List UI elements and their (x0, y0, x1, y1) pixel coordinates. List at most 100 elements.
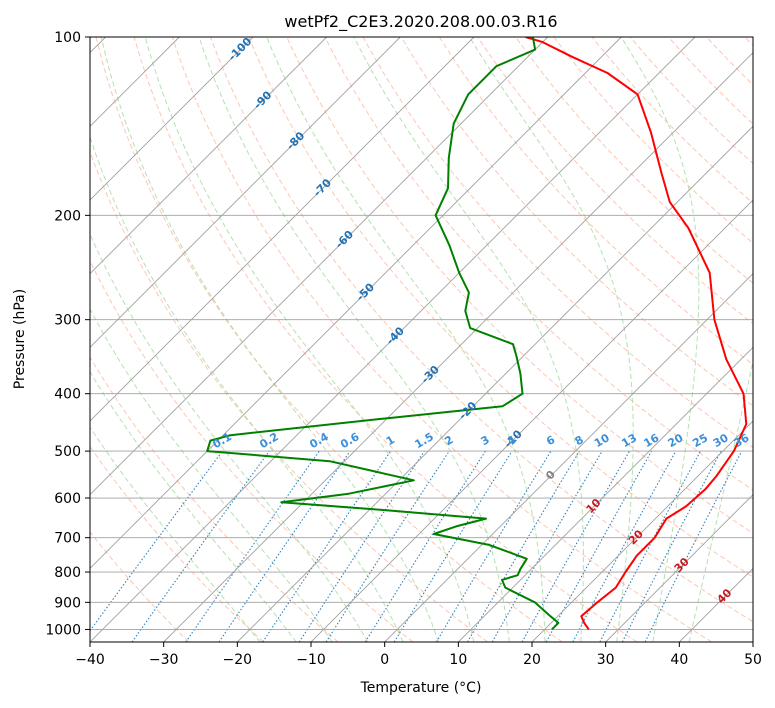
dry-adiabat-line (591, 37, 753, 204)
isotherm-line (90, 37, 327, 275)
mixing-ratio-label: 13 (619, 431, 639, 450)
mixing-ratio-line (298, 450, 425, 642)
y-tick-label: 600 (54, 491, 81, 507)
isotherm-line (90, 37, 254, 201)
y-tick-label: 800 (54, 565, 81, 581)
isotherm-line (90, 37, 401, 348)
isotherm-line (90, 37, 696, 642)
plot-frame (89, 36, 754, 643)
dry-adiabat-line (133, 37, 638, 642)
mixing-ratio-label: 2 (442, 433, 455, 448)
mixing-ratio-line (621, 450, 722, 642)
mixing-ratio-line (262, 450, 392, 642)
moist-adiabat-line (353, 37, 584, 642)
isotherm-label: 40 (714, 586, 734, 606)
mixing-ratio-label: 0.2 (257, 430, 280, 451)
x-tick-label: −40 (75, 652, 105, 668)
dry-adiabat-line (744, 37, 753, 47)
mixing-ratio-label: 0.1 (210, 430, 233, 451)
moist-adiabat-line (90, 135, 404, 642)
y-tick-label: 700 (54, 531, 81, 547)
x-tick-label: 30 (597, 652, 615, 668)
isotherm-line (163, 52, 753, 642)
isotherm-line (90, 37, 622, 569)
isotherm-label: 10 (584, 496, 604, 516)
dry-adiabat-line (90, 150, 488, 642)
isotherm-line (90, 37, 475, 422)
mixing-ratio-label: 30 (711, 431, 731, 450)
isotherm-line (605, 494, 753, 642)
mixing-ratio-line (393, 450, 513, 642)
x-tick-label: 20 (523, 652, 541, 668)
mixing-ratio-line (90, 450, 223, 632)
mixing-ratio-line (325, 450, 450, 642)
mixing-ratio-line (644, 450, 743, 642)
mixing-ratio-line (545, 450, 653, 642)
mixing-ratio-label: 25 (690, 431, 710, 450)
y-tick-label: 300 (54, 313, 81, 329)
mixing-ratio-line (521, 450, 630, 642)
isotherm-label: -90 (251, 88, 274, 111)
dry-adiabat-line (210, 37, 753, 623)
dry-adiabat-line (438, 37, 753, 366)
y-axis-title: Pressure (hPa) (12, 289, 28, 389)
dry-adiabat-line (706, 37, 753, 86)
mixing-ratio-label: 1.5 (412, 430, 435, 451)
mixing-ratio-label: 10 (592, 431, 612, 450)
mixing-ratio-label: 0.4 (307, 430, 331, 451)
dry-adiabat-line (90, 531, 190, 642)
dry-adiabat-line (90, 445, 264, 642)
dry-adiabat-line (400, 37, 753, 407)
mixing-ratio-label: 1 (384, 433, 397, 448)
moist-adiabat-line (90, 308, 333, 642)
y-tick-label: 200 (54, 208, 81, 224)
x-tick-label: 50 (744, 652, 762, 668)
moist-adiabat-line (266, 37, 546, 642)
moist-adiabat-line (620, 37, 700, 642)
dry-adiabat-line (95, 37, 563, 642)
moist-adiabat-line (144, 37, 475, 642)
mixing-ratio-line (131, 450, 270, 642)
isotherm-line (90, 37, 548, 496)
moist-adiabat-line (90, 232, 369, 642)
isotherm-label: -80 (284, 129, 307, 152)
x-tick-label: 10 (449, 652, 467, 668)
isotherm-line (237, 125, 753, 642)
background-lines (90, 37, 753, 642)
dewpoint-profile-line (206, 37, 560, 631)
isotherm-label: -30 (419, 363, 442, 386)
moist-adiabat-line (469, 37, 634, 642)
series-layer (206, 37, 748, 631)
dry-adiabat-line (248, 37, 753, 578)
moist-adiabat-line (90, 426, 261, 642)
isotherm-line (458, 346, 753, 642)
isotherm-label: 0 (543, 468, 558, 483)
temperature-profile-line (525, 37, 748, 630)
mixing-ratio-line (364, 450, 486, 642)
mixing-ratio-line (572, 450, 677, 642)
mixing-ratio-line (218, 450, 351, 642)
x-tick-label: −30 (149, 652, 179, 668)
isotherm-line (752, 641, 753, 642)
isotherm-line (679, 567, 753, 642)
chart-title: wetPf2_C2E3.2020.208.00.03.R16 (284, 12, 557, 32)
isotherm-label: -50 (354, 280, 377, 303)
isotherm-label: -20 (456, 399, 479, 422)
axis-ticks: −40 −30 −20 −10 0 10 20 30 40 5010020030040050060… (45, 30, 762, 668)
isotherm-label: -100 (226, 35, 255, 64)
dry-adiabat-line (362, 37, 753, 449)
isotherm-label: -70 (311, 176, 334, 199)
isotherm-label: -60 (333, 228, 356, 251)
mixing-ratio-line (599, 450, 701, 642)
mixing-ratio-label: 20 (666, 431, 686, 450)
x-axis-title: Temperature (°C) (360, 680, 482, 696)
mixing-ratio-line (435, 450, 552, 642)
dry-adiabat-line (324, 37, 753, 491)
dry-adiabat-line (668, 37, 753, 125)
y-tick-label: 400 (54, 387, 81, 403)
dry-adiabat-line (171, 37, 712, 642)
isotherm-line (310, 199, 753, 642)
dry-adiabat-line (90, 259, 414, 642)
dry-adiabat-line (477, 37, 753, 325)
